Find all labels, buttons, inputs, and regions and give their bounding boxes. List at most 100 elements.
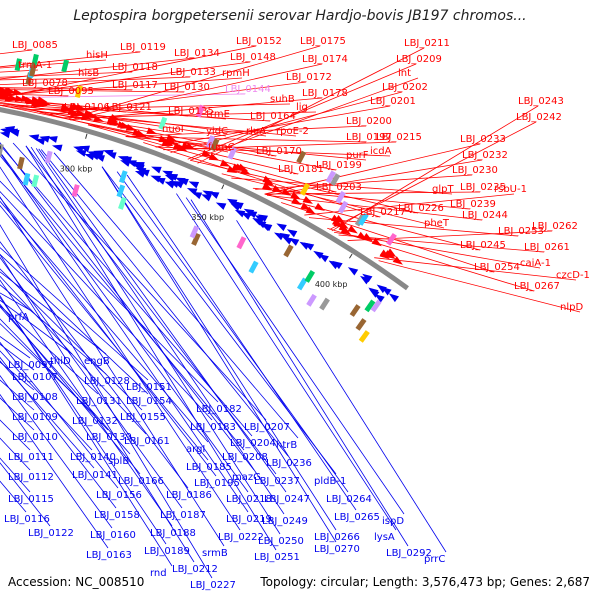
gene-label: LBJ_0148 (230, 52, 276, 63)
label-connector (0, 306, 131, 455)
gene-label: LBJ_0095 (48, 86, 94, 97)
label-connector (30, 146, 281, 535)
gene-label: LBJ_0250 (258, 536, 304, 547)
forward-gene-arrow (208, 153, 220, 161)
forward-gene-arrow (219, 159, 231, 167)
gene-label: LBJ_0227 (190, 580, 236, 591)
label-connector (0, 375, 113, 529)
gene-label: yidC (206, 126, 228, 137)
reverse-gene-arrow (276, 223, 287, 232)
label-connector (236, 220, 447, 553)
forward-gene-arrow (60, 103, 72, 111)
label-connector (374, 257, 577, 281)
feature-block (358, 330, 370, 343)
forward-gene-arrow (333, 219, 344, 228)
gene-label: LBJ_0097 (8, 360, 54, 371)
gene-label: LBJ_0085 (12, 40, 58, 51)
label-connector (0, 152, 249, 513)
label-connector (0, 196, 225, 547)
label-connector (53, 152, 299, 439)
reverse-gene-arrow (201, 194, 212, 202)
feature-block (71, 184, 80, 198)
reverse-gene-arrow (246, 210, 258, 219)
label-connector (0, 360, 95, 469)
gene-label: LBJ_0226 (398, 203, 444, 214)
label-connector (0, 200, 209, 443)
reverse-gene-arrow (34, 138, 46, 146)
reverse-gene-arrow (173, 181, 184, 189)
gene-label: LBJ_0185 (186, 462, 232, 473)
gene-label: LBJ_0204 (230, 438, 276, 449)
gene-label: fumC (208, 142, 235, 153)
reverse-gene-arrow (374, 293, 385, 303)
label-connector (49, 81, 307, 115)
gene-label: LBJ_0222 (218, 532, 264, 543)
gene-label: LBJ_0174 (302, 54, 348, 65)
gene-label: LBJ_0106 (64, 102, 110, 113)
gene-label: LBJ_0117 (112, 80, 158, 91)
forward-gene-arrow (81, 113, 92, 121)
label-connector (0, 59, 107, 69)
accession-text: Accession: NC_008510 (8, 575, 145, 589)
forward-gene-arrow (185, 142, 196, 150)
reverse-gene-arrow (8, 129, 20, 137)
gene-label: thiD (50, 356, 71, 367)
gene-label: LBJ_0201 (370, 96, 416, 107)
gene-label: LBJ_0188 (150, 528, 196, 539)
label-connector (0, 204, 209, 461)
forward-gene-arrow (69, 110, 81, 117)
gene-label: LBJ_0207 (244, 422, 290, 433)
reverse-gene-arrow (178, 178, 189, 186)
label-connector (0, 57, 195, 80)
label-connector (0, 253, 195, 563)
gene-label: LBJ_0156 (96, 490, 142, 501)
forward-gene-arrow (4, 94, 16, 102)
gene-label: LBJ_0189 (144, 546, 190, 557)
label-connector (25, 145, 277, 475)
forward-gene-arrow (176, 144, 188, 152)
feature-block (299, 182, 311, 196)
reverse-gene-arrow (51, 144, 63, 152)
label-connector (0, 190, 213, 421)
reverse-gene-arrow (73, 146, 84, 153)
forward-gene-arrow (132, 128, 143, 136)
forward-gene-arrow (281, 188, 292, 196)
gene-label: suhB (270, 94, 295, 105)
gene-label: LBJ_0217 (360, 207, 406, 218)
label-connector (25, 145, 277, 551)
reverse-label-lines (0, 142, 447, 579)
gene-label: lysA (374, 532, 395, 543)
gene-label: LBJ_0230 (452, 165, 498, 176)
label-connector (0, 323, 95, 415)
reverse-gene-arrow (117, 156, 129, 163)
gene-label: LBJ_0249 (262, 516, 308, 527)
label-connector (155, 146, 391, 157)
label-connector (329, 121, 537, 230)
label-connector (101, 166, 337, 543)
label-connector (0, 356, 117, 509)
gene-label: LBJ_0116 (4, 514, 50, 525)
feature-block (0, 143, 4, 157)
reverse-gene-arrow (126, 160, 137, 167)
gene-label: engB (84, 356, 110, 367)
gene-label: LBJ_0253 (498, 226, 544, 237)
reverse-gene-arrow (362, 273, 373, 283)
gene-label: LBJ_0186 (166, 490, 212, 501)
forward-gene-arrow (291, 197, 302, 206)
forward-gene-arrow (146, 127, 157, 134)
gene-label: LBJ_0199 (316, 160, 362, 171)
gene-label: LBJ_0187 (160, 510, 206, 521)
feature-block (116, 184, 126, 198)
feature-block (296, 150, 307, 164)
gene-label: LBJ_0251 (254, 552, 300, 563)
forward-gene-arrow (0, 86, 10, 94)
label-connector (338, 234, 545, 253)
feature-block (283, 244, 294, 258)
forward-gene-arrow (40, 99, 51, 107)
label-connector (0, 279, 173, 527)
label-connector (0, 76, 191, 86)
gene-label: LBJ_0182 (196, 404, 242, 415)
label-connector (0, 350, 93, 451)
reverse-gene-arrow (164, 181, 176, 189)
